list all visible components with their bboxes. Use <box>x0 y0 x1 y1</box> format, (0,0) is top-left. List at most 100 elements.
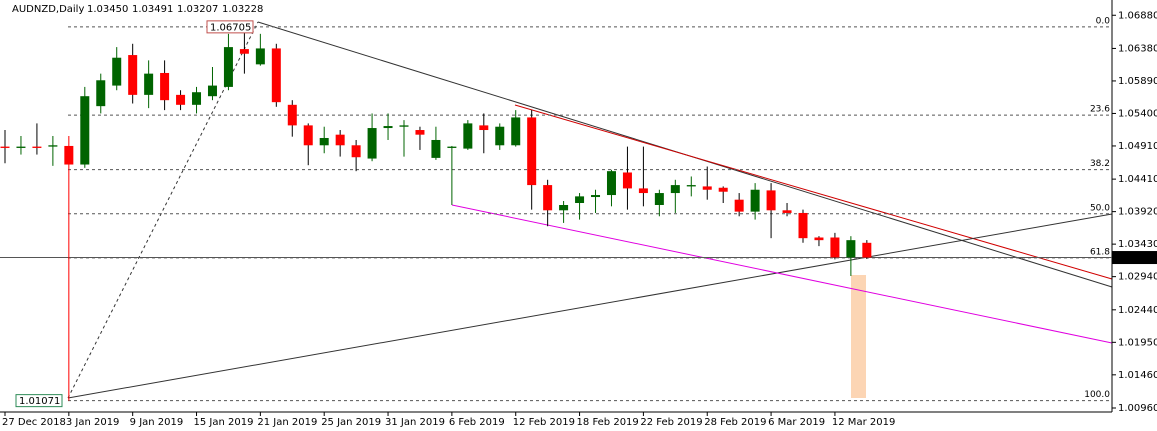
price-tag-label: 1.06705 <box>210 22 251 33</box>
candle-body <box>383 126 393 129</box>
drawings <box>67 21 1113 399</box>
candle-body <box>606 171 616 196</box>
y-tick-label: 1.04910 <box>1118 141 1157 152</box>
candle-body <box>495 126 505 146</box>
candle-body <box>543 185 553 211</box>
price-tag-box <box>15 394 63 408</box>
candle-body <box>128 55 138 95</box>
y-tick-label: 1.06380 <box>1118 43 1157 54</box>
candle-body <box>144 73 154 95</box>
candle-body <box>830 237 840 258</box>
y-tick-label: 1.06880 <box>1118 10 1157 21</box>
candle-body <box>160 72 170 101</box>
candle-body <box>16 146 26 148</box>
candle-body <box>271 48 281 103</box>
x-tick-label: 27 Dec 2018 <box>2 417 66 428</box>
candle-body <box>351 145 361 158</box>
y-tick-label: 1.04410 <box>1118 174 1157 185</box>
price-tag-box <box>1112 251 1157 265</box>
y-tick-label: 1.05890 <box>1118 76 1157 87</box>
candle-body <box>431 139 441 158</box>
trend-line <box>67 213 1113 399</box>
candle-body <box>750 189 760 212</box>
fibo-base-line <box>67 21 259 399</box>
candle-body <box>862 242 872 258</box>
candle-body <box>622 172 632 189</box>
candle-body <box>766 190 776 211</box>
candle-body <box>798 212 808 239</box>
fibo-label: 61.8 <box>1090 247 1110 257</box>
candle-body <box>32 146 42 148</box>
candle-body <box>415 130 425 135</box>
x-tick-label: 9 Jan 2019 <box>130 417 184 428</box>
candle-body <box>48 145 58 147</box>
candle-body <box>96 80 106 107</box>
candle-body <box>463 123 473 149</box>
candle-body <box>511 117 521 146</box>
candle-body <box>80 96 90 165</box>
header-value: 1.03207 <box>177 4 218 15</box>
candle-body <box>559 204 569 211</box>
candle-body <box>670 185 680 194</box>
candle-body <box>303 125 313 146</box>
candle-body <box>591 195 601 198</box>
x-tick-label: 18 Feb 2019 <box>577 417 639 428</box>
fibo-label: 0.0 <box>1096 16 1111 26</box>
candle-body <box>399 125 409 127</box>
x-tick-label: 25 Jan 2019 <box>321 417 381 428</box>
candle-body <box>0 146 10 148</box>
x-tick-label: 31 Jan 2019 <box>385 417 445 428</box>
fibo-label: 50.0 <box>1090 203 1110 213</box>
y-tick-label: 1.02940 <box>1118 272 1157 283</box>
candle-body <box>64 145 74 165</box>
y-tick-label: 1.01950 <box>1118 337 1157 348</box>
candle-body <box>734 199 744 212</box>
x-tick-label: 6 Feb 2019 <box>449 417 505 428</box>
price-tag-label: 1.01071 <box>19 396 60 407</box>
candle-body <box>702 186 712 190</box>
candle-body <box>638 188 648 194</box>
y-tick-label: 1.03920 <box>1118 207 1157 218</box>
x-tick-label: 28 Feb 2019 <box>704 417 766 428</box>
y-tick-label: 1.02440 <box>1118 305 1157 316</box>
candle-body <box>782 210 792 213</box>
channel-line <box>451 204 1113 344</box>
candle-body <box>239 49 249 54</box>
candle-body <box>846 240 856 258</box>
header-value: 1.03228 <box>222 4 263 15</box>
candle-body <box>575 196 585 204</box>
y-tick-label: 1.01460 <box>1118 370 1157 381</box>
candle-body <box>255 48 265 65</box>
candle-body <box>176 94 186 105</box>
candle-body <box>192 92 202 105</box>
header-value: 1.03450 <box>87 4 128 15</box>
x-tick-label: 3 Jan 2019 <box>66 417 120 428</box>
highlight-zone <box>851 275 866 398</box>
candle-body <box>654 193 664 205</box>
candle-body <box>447 146 457 148</box>
y-tick-label: 1.03430 <box>1118 239 1157 250</box>
x-tick-label: 12 Feb 2019 <box>513 417 575 428</box>
candle-body <box>686 185 696 187</box>
x-tick-label: 6 Mar 2019 <box>768 417 825 428</box>
fibo-label: 23.6 <box>1090 105 1110 115</box>
trend-line <box>514 104 1113 280</box>
chart-title: AUDNZD,Daily <box>12 4 84 15</box>
candle-body <box>367 128 377 159</box>
y-tick-label: 1.05400 <box>1118 108 1157 119</box>
candle-body <box>112 57 122 86</box>
candle-body <box>319 137 329 146</box>
x-tick-label: 22 Feb 2019 <box>640 417 702 428</box>
candle-body <box>814 237 824 241</box>
x-tick-label: 21 Jan 2019 <box>257 417 317 428</box>
price-tag-box <box>206 20 254 34</box>
candle-body <box>479 125 489 131</box>
candle-body <box>527 117 537 186</box>
fibo-label: 100.0 <box>1084 390 1110 400</box>
candle-body <box>223 47 233 87</box>
candle-body <box>335 134 345 146</box>
fibo-label: 38.2 <box>1090 159 1110 169</box>
